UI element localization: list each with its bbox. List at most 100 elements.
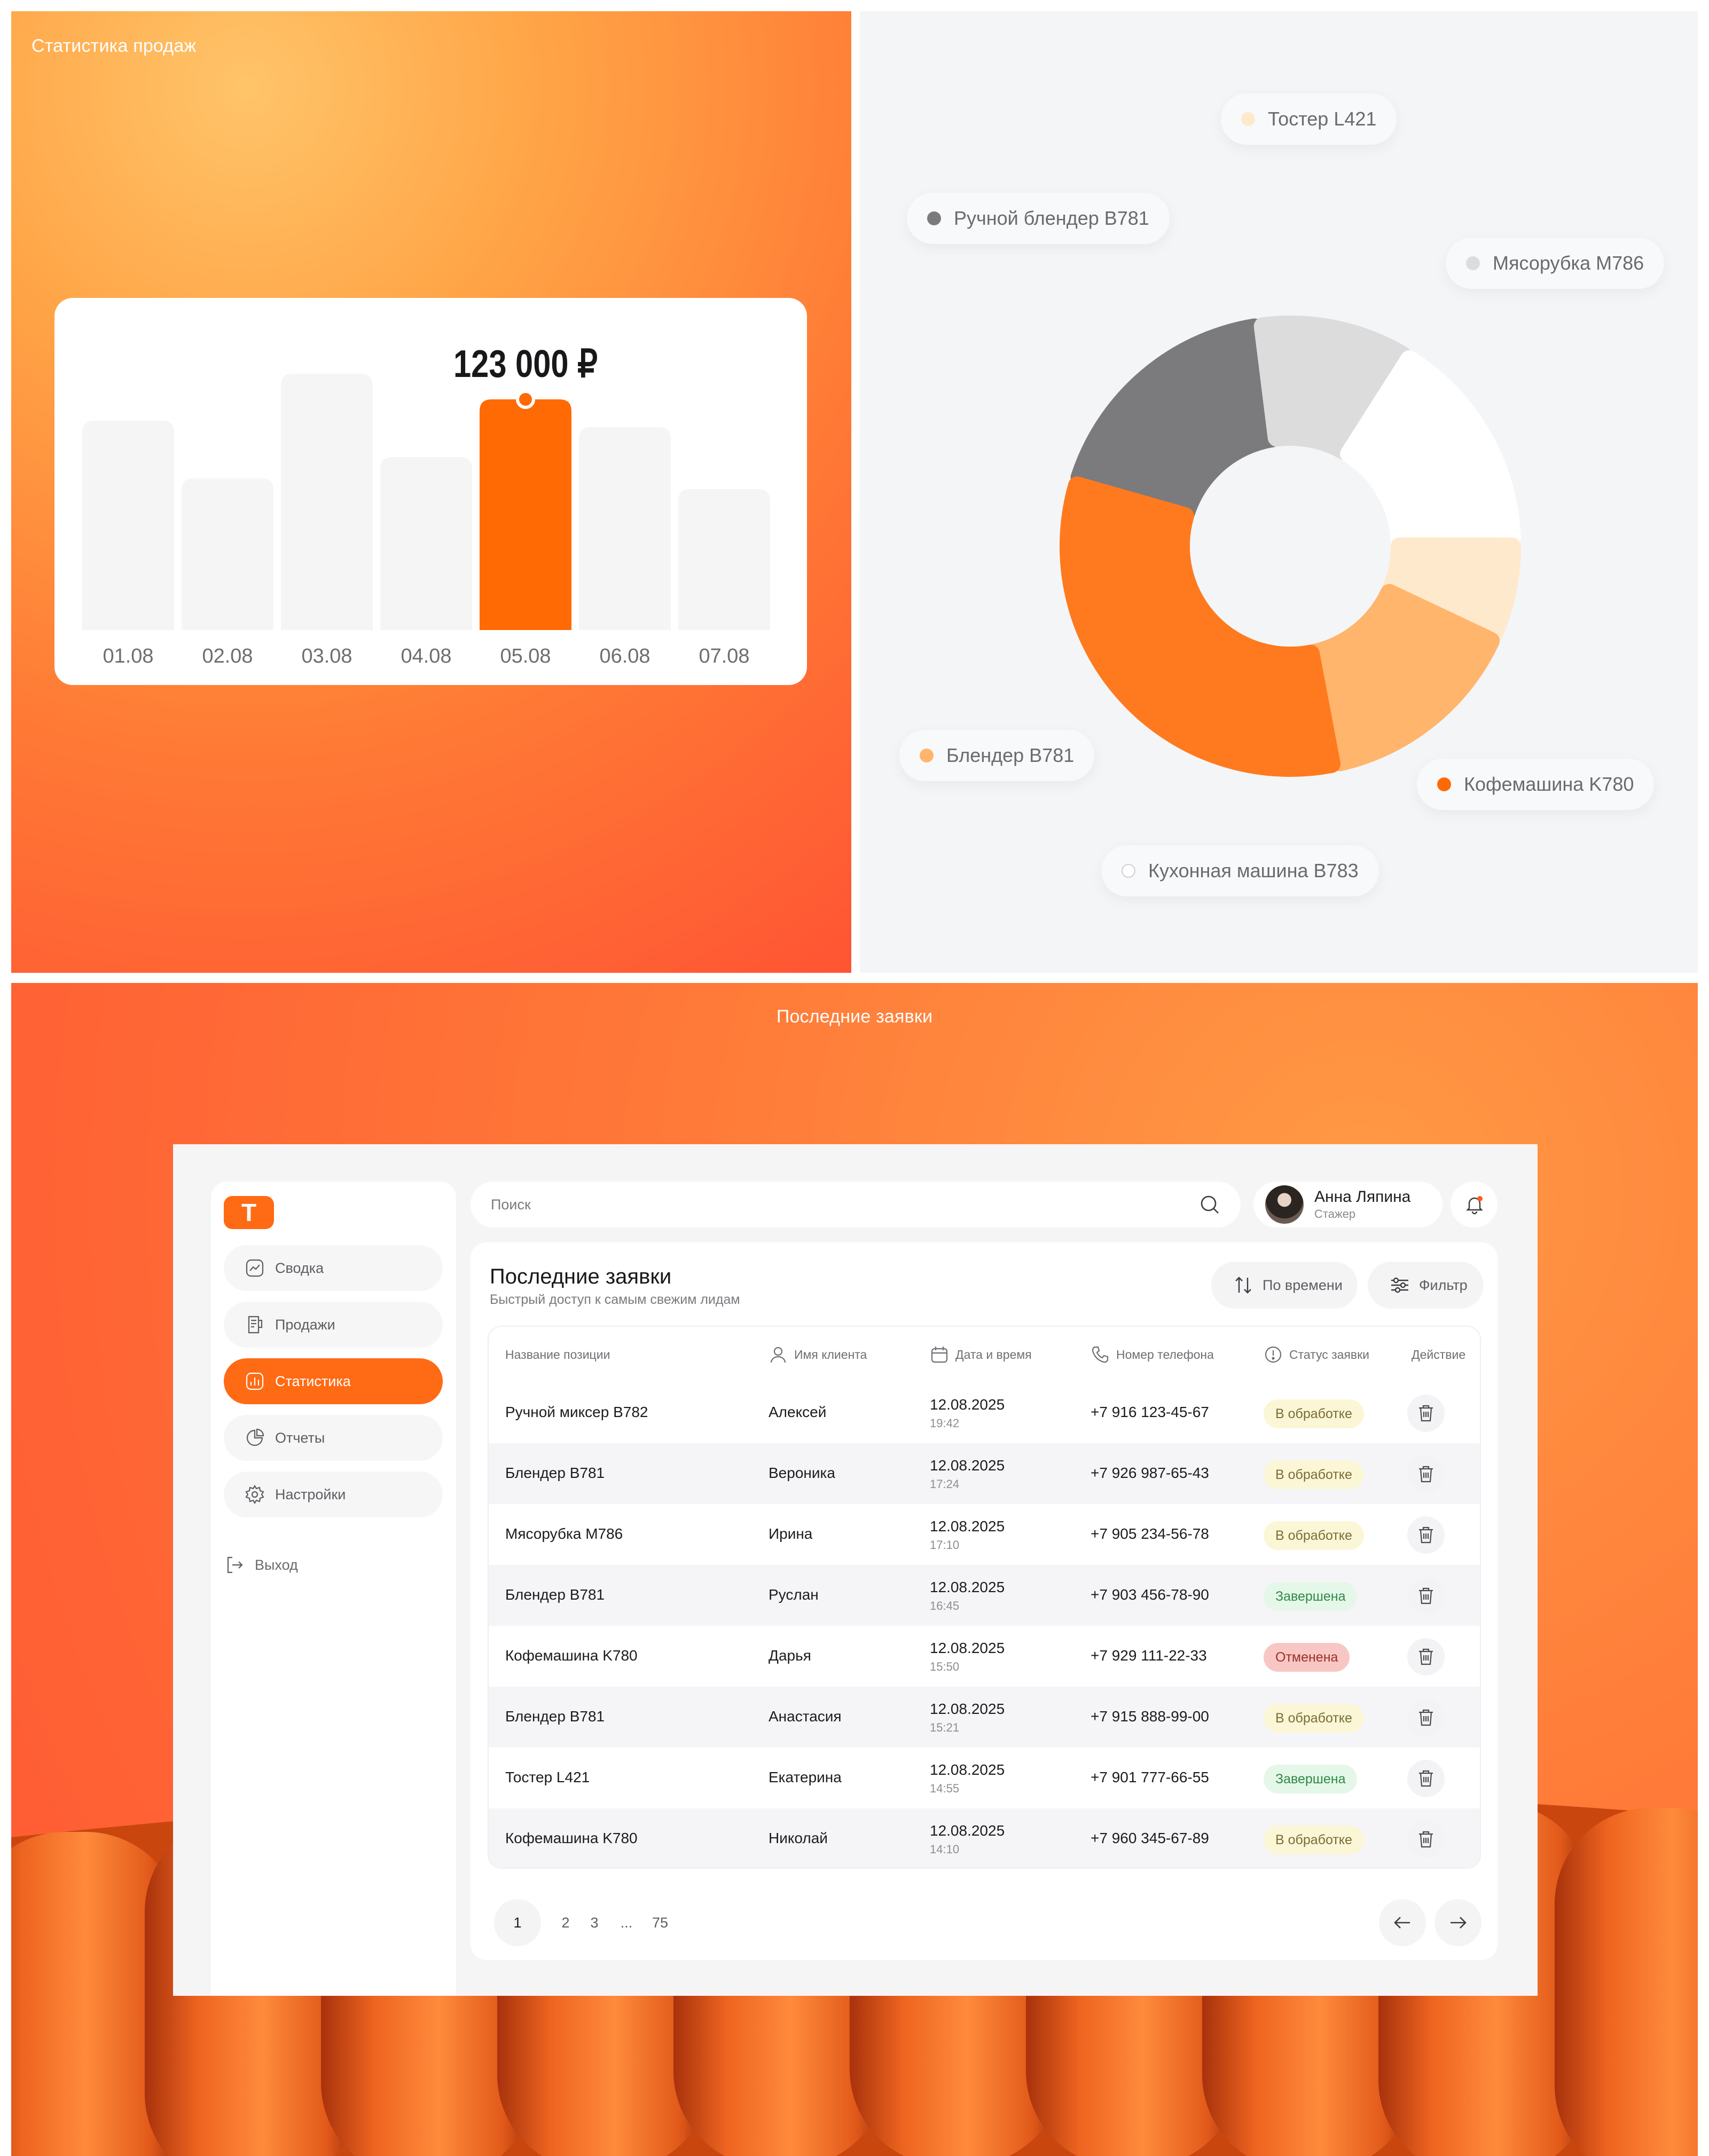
item-name: Блендер B781 [505, 1708, 605, 1725]
bar[interactable] [82, 421, 174, 630]
trash-icon [1419, 1405, 1433, 1422]
table-row[interactable]: Кофемашина K780 Николай 12.08.2025 14:10 +7 … [489, 1808, 1480, 1868]
delete-button[interactable] [1407, 1638, 1445, 1675]
table-row[interactable]: Ручной миксер B782 Алексей 12.08.2025 19:42… [489, 1382, 1480, 1443]
column-header-phone[interactable]: Номер телефона [1091, 1327, 1214, 1382]
delete-button[interactable] [1407, 1395, 1445, 1432]
user-role: Стажер [1314, 1207, 1356, 1221]
bar-highlighted[interactable] [480, 399, 571, 630]
calendar-icon [931, 1347, 948, 1363]
client-name: Екатерина [769, 1769, 842, 1785]
client-name: Ирина [769, 1525, 813, 1542]
crm-app-window: T Сводка Продажи Статистика Отчеты Настр… [173, 1144, 1538, 1996]
bar[interactable] [281, 374, 373, 630]
sidebar-item-reports[interactable]: Отчеты [224, 1415, 443, 1461]
client-name: Анастасия [769, 1708, 842, 1725]
column-header-client[interactable]: Имя клиента [769, 1327, 867, 1382]
table-row[interactable]: Мясорубка M786 Ирина 12.08.2025 17:10 +7 905… [489, 1504, 1480, 1565]
bar-chart-icon [246, 1372, 264, 1390]
filter-button[interactable]: Фильтр [1368, 1262, 1484, 1309]
receipt-icon [248, 1316, 263, 1334]
donut-slice[interactable] [1305, 584, 1500, 772]
notifications-button[interactable] [1451, 1182, 1498, 1227]
legend-label: Блендер B781 [946, 744, 1075, 766]
request-time: 14:10 [930, 1843, 960, 1856]
item-name: Блендер B781 [505, 1586, 605, 1603]
trash-icon [1419, 1466, 1433, 1483]
sidebar-item-statistics[interactable]: Статистика [224, 1358, 443, 1404]
legend-dot [1437, 777, 1451, 791]
product-donut-chart [1060, 316, 1521, 777]
avatar [1265, 1185, 1304, 1224]
legend-item: Мясорубка M786 [1446, 238, 1665, 289]
trash-icon [1419, 1648, 1433, 1665]
legend-item: Тостер L421 [1221, 93, 1397, 145]
legend-label: Тостер L421 [1268, 108, 1377, 130]
sort-by-time-button[interactable]: По времени [1211, 1262, 1358, 1309]
bar[interactable] [579, 427, 671, 630]
highlight-value-label: 123 000 ₽ [453, 343, 598, 385]
phone-icon [1092, 1346, 1109, 1363]
page-button[interactable]: 2 [561, 1914, 570, 1931]
delete-button[interactable] [1407, 1516, 1445, 1554]
page-button[interactable]: 3 [590, 1914, 599, 1931]
sales-statistics-panel: Статистика продаж 01.08 02.08 03.08 04.08 05… [11, 11, 851, 973]
prev-page-button[interactable] [1379, 1899, 1426, 1946]
search-bar [471, 1182, 1241, 1227]
request-date: 12.08.2025 [930, 1396, 1005, 1413]
bar[interactable] [678, 489, 770, 630]
phone-number: +7 929 111-22-33 [1091, 1647, 1207, 1664]
app-logo[interactable]: T [224, 1196, 274, 1229]
next-page-button[interactable] [1434, 1899, 1481, 1946]
logout-button[interactable]: Выход [224, 1554, 298, 1576]
legend-item: Кофемашина K780 [1417, 759, 1655, 810]
table-row[interactable]: Блендер B781 Руслан 12.08.2025 16:45 +7 903 … [489, 1565, 1480, 1626]
client-name: Руслан [769, 1586, 819, 1603]
sidebar-item-label: Сводка [275, 1260, 324, 1276]
column-header-status[interactable]: Статус заявки [1264, 1327, 1369, 1382]
latest-requests-card: Последние заявки Быстрый доступ к самым … [471, 1242, 1498, 1960]
table-row[interactable]: Блендер B781 Анастасия 12.08.2025 15:21 +7 9… [489, 1687, 1480, 1748]
sidebar-item-settings[interactable]: Настройки [224, 1472, 443, 1517]
filter-icon [1391, 1277, 1408, 1293]
item-name: Ручной миксер B782 [505, 1404, 648, 1420]
bar[interactable] [182, 478, 273, 630]
logout-label: Выход [255, 1556, 298, 1573]
column-header-datetime[interactable]: Дата и время [930, 1327, 1032, 1382]
user-profile-chip[interactable]: Анна Ляпина Стажер [1253, 1182, 1443, 1227]
client-name: Вероника [769, 1465, 835, 1481]
page-button[interactable]: 1 [494, 1899, 541, 1946]
donut-slice[interactable] [1060, 476, 1341, 777]
requests-table: Название позиции Имя клиента Дата и врем… [489, 1327, 1480, 1868]
delete-button[interactable] [1407, 1821, 1445, 1858]
bar[interactable] [380, 457, 472, 630]
donut-slice[interactable] [1070, 318, 1282, 522]
sidebar-item-sales[interactable]: Продажи [224, 1302, 443, 1348]
status-badge: Отменена [1264, 1643, 1350, 1672]
table-row[interactable]: Тостер L421 Екатерина 12.08.2025 14:55 +7 90… [489, 1748, 1480, 1808]
user-icon [770, 1347, 786, 1363]
user-name: Анна Ляпина [1314, 1188, 1411, 1206]
chart-line-icon [246, 1259, 264, 1277]
page-button[interactable]: 75 [652, 1914, 669, 1931]
delete-button[interactable] [1407, 1455, 1445, 1493]
sidebar-item-summary[interactable]: Сводка [224, 1245, 443, 1291]
delete-button[interactable] [1407, 1760, 1445, 1797]
donut-slice[interactable] [1340, 350, 1521, 552]
table-row[interactable]: Блендер B781 Вероника 12.08.2025 17:24 +7 92… [489, 1443, 1480, 1504]
page-title: Последние заявки [490, 1265, 672, 1288]
search-icon[interactable] [1198, 1193, 1221, 1216]
request-time: 17:24 [930, 1477, 960, 1491]
gear-icon [245, 1484, 264, 1505]
arrow-left-icon [1394, 1917, 1410, 1929]
sidebar-item-label: Статистика [275, 1373, 351, 1389]
latest-requests-panel: Последние заявки [11, 983, 1698, 2156]
client-name: Дарья [769, 1647, 811, 1664]
search-input[interactable] [490, 1195, 1186, 1214]
delete-button[interactable] [1407, 1699, 1445, 1736]
client-name: Николай [769, 1830, 828, 1846]
column-header-label: Название позиции [505, 1347, 610, 1362]
delete-button[interactable] [1407, 1577, 1445, 1615]
table-row[interactable]: Кофемашина K780 Дарья 12.08.2025 15:50 +7 92… [489, 1626, 1480, 1687]
column-header-item[interactable]: Название позиции [505, 1327, 610, 1382]
